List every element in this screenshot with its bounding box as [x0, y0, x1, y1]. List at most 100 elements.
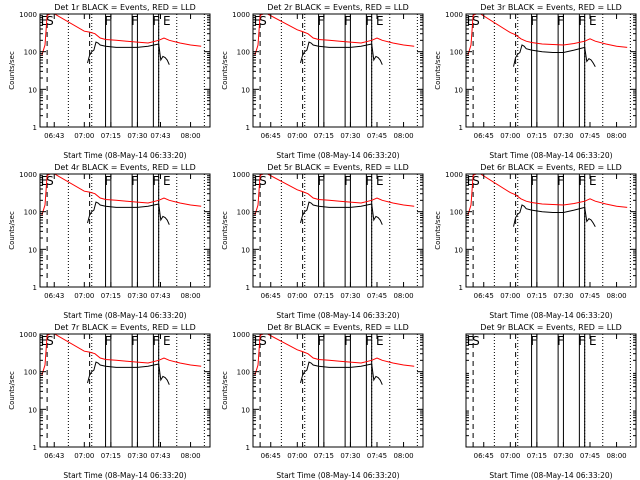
series-line-red	[41, 13, 202, 56]
x-tick-label: 06:45	[474, 132, 494, 140]
chart-title: Det 4r BLACK = Events, RED = LLD	[54, 163, 196, 172]
y-axis-label: Counts/sec	[434, 51, 442, 90]
event-marker: F	[152, 14, 159, 28]
x-tick-label: 08:00	[180, 132, 200, 140]
x-tick-label: 08:00	[606, 452, 626, 460]
event-marker: F	[105, 334, 112, 348]
y-axis-label: Counts/sec	[8, 211, 16, 250]
x-axis-label: Start Time (08-May-14 06:33:20)	[276, 471, 399, 480]
event-marker: S	[46, 14, 54, 28]
y-axis-label: Counts/sec	[221, 51, 229, 90]
x-tick-label: 07:15	[527, 132, 547, 140]
chart-title: Det 6r BLACK = Events, RED = LLD	[480, 163, 622, 172]
x-tick-label: 06:45	[261, 132, 281, 140]
event-marker: E	[376, 334, 384, 348]
event-marker: S	[46, 334, 54, 348]
series-line-red	[254, 173, 415, 216]
event-marker: F	[318, 14, 325, 28]
event-marker: F	[365, 334, 372, 348]
event-marker: E	[41, 334, 49, 348]
x-tick-label: 08:00	[180, 452, 200, 460]
plot-frame	[39, 173, 211, 288]
chart-title: Det 5r BLACK = Events, RED = LLD	[267, 163, 409, 172]
y-tick-label: 100	[237, 209, 250, 217]
plot-frame	[252, 173, 424, 288]
event-marker: F	[105, 174, 112, 188]
series-line-black	[513, 44, 596, 67]
event-marker: E	[467, 334, 475, 348]
x-tick-label: 07:30	[553, 292, 573, 300]
y-tick-label: 100	[24, 369, 37, 377]
y-tick-label: 10	[241, 246, 250, 254]
x-tick-label: 07:30	[553, 452, 573, 460]
series-line-red	[254, 13, 415, 56]
event-marker: E	[376, 174, 384, 188]
series-line-black	[300, 361, 383, 385]
series-line-red	[467, 173, 628, 216]
chart-panel-9: Det 9r BLACK = Events, RED = LLD Start Ti…	[465, 323, 637, 480]
x-tick-label: 06:45	[474, 452, 494, 460]
event-marker: F	[344, 334, 351, 348]
x-axis-label: Start Time (08-May-14 06:33:20)	[276, 151, 399, 160]
event-marker: E	[163, 174, 171, 188]
y-axis-label: Counts/sec	[221, 211, 229, 250]
x-tick-label: 08:00	[393, 132, 413, 140]
x-tick-label: 07:15	[314, 292, 334, 300]
x-tick-label: 07:43	[150, 452, 170, 460]
x-tick-label: 06:43	[44, 132, 64, 140]
chart-panel-8: Det 8r BLACK = Events, RED = LLD Start Ti…	[221, 323, 424, 480]
event-marker: E	[254, 174, 262, 188]
y-tick-label: 100	[450, 49, 463, 57]
x-tick-label: 07:15	[314, 132, 334, 140]
event-marker: F	[105, 14, 112, 28]
y-tick-label: 1000	[445, 171, 463, 179]
plot-frame	[252, 13, 424, 128]
chart-panel-1: Det 1r BLACK = Events, RED = LLD Start Ti…	[8, 3, 211, 160]
y-axis-label: Counts/sec	[8, 51, 16, 90]
x-tick-label: 06:45	[261, 292, 281, 300]
event-marker: F	[131, 174, 138, 188]
y-tick-label: 1	[459, 284, 463, 292]
x-tick-label: 07:15	[101, 132, 121, 140]
y-tick-label: 10	[28, 86, 37, 94]
series-line-red	[254, 333, 415, 376]
y-tick-label: 10	[241, 86, 250, 94]
x-tick-label: 07:45	[580, 292, 600, 300]
y-tick-label: 1	[246, 124, 250, 132]
chart-title: Det 7r BLACK = Events, RED = LLD	[54, 323, 196, 332]
event-marker: S	[472, 334, 480, 348]
event-marker: F	[365, 14, 372, 28]
event-marker: E	[41, 174, 49, 188]
plot-frame	[39, 13, 211, 128]
event-marker: F	[557, 14, 564, 28]
x-axis-label: Start Time (08-May-14 06:33:20)	[63, 311, 186, 320]
x-tick-label: 07:45	[367, 132, 387, 140]
chart-panel-5: Det 5r BLACK = Events, RED = LLD Start Ti…	[221, 163, 424, 320]
series-line-black	[87, 361, 170, 385]
chart-panel-7: Det 7r BLACK = Events, RED = LLD Start Ti…	[8, 323, 211, 480]
x-tick-label: 07:00	[500, 132, 520, 140]
x-tick-label: 07:30	[340, 132, 360, 140]
y-tick-label: 1	[459, 124, 463, 132]
y-tick-label: 1000	[19, 11, 37, 19]
y-tick-label: 1	[246, 444, 250, 452]
y-tick-label: 10	[454, 86, 463, 94]
event-marker: F	[365, 174, 372, 188]
x-axis-label: Start Time (08-May-14 06:33:20)	[489, 471, 612, 480]
event-marker: F	[131, 334, 138, 348]
x-tick-label: 07:00	[500, 292, 520, 300]
event-marker: F	[531, 174, 538, 188]
plot-frame	[39, 333, 211, 448]
series-line-red	[41, 333, 202, 376]
event-marker: E	[589, 174, 597, 188]
x-tick-label: 07:00	[74, 132, 94, 140]
event-marker: F	[531, 14, 538, 28]
x-tick-label: 08:00	[606, 292, 626, 300]
series-line-black	[300, 201, 383, 225]
event-marker: F	[152, 174, 159, 188]
event-marker: S	[259, 14, 267, 28]
event-marker: E	[376, 14, 384, 28]
plot-frame	[465, 173, 637, 288]
plot-frame	[252, 333, 424, 448]
y-tick-label: 10	[241, 406, 250, 414]
